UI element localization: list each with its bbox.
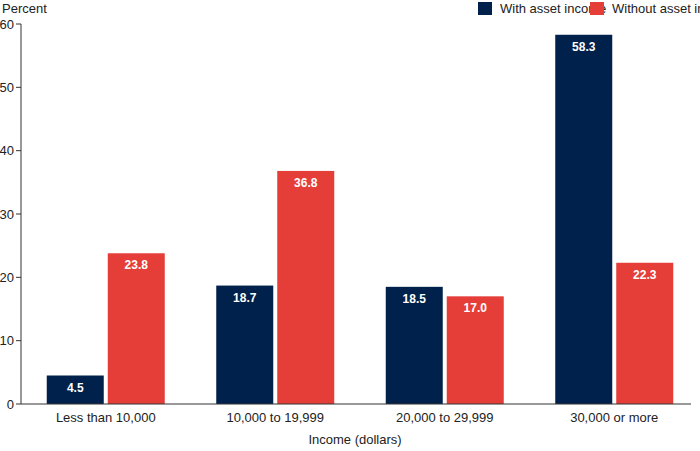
data-label: 4.5 xyxy=(67,381,84,395)
y-tick xyxy=(16,277,21,278)
y-tick xyxy=(16,150,21,151)
y-tick xyxy=(16,24,21,25)
x-tick-label: 10,000 to 19,999 xyxy=(226,410,324,425)
y-axis-title: Percent xyxy=(2,1,47,16)
legend: With asset income Without asset income xyxy=(478,1,700,16)
bar xyxy=(616,263,673,404)
x-axis xyxy=(21,404,691,405)
y-tick xyxy=(16,87,21,88)
x-axis-title: Income (dollars) xyxy=(308,432,401,447)
y-tick xyxy=(16,404,21,405)
y-axis xyxy=(21,24,22,404)
y-tick-label: 50 xyxy=(0,80,14,95)
legend-swatch xyxy=(478,2,492,15)
legend-label: Without asset income xyxy=(612,1,700,16)
data-label: 18.5 xyxy=(403,292,427,306)
bar xyxy=(47,376,104,405)
y-tick xyxy=(16,214,21,215)
y-tick-label: 0 xyxy=(7,397,14,412)
bar xyxy=(447,296,504,404)
y-tick-label: 20 xyxy=(0,270,14,285)
bars xyxy=(47,35,674,404)
bar xyxy=(216,286,273,404)
x-tick-label: 30,000 or more xyxy=(570,410,658,425)
y-tick xyxy=(16,340,21,341)
data-label: 23.8 xyxy=(125,258,149,272)
y-tick-label: 10 xyxy=(0,333,14,348)
y-tick-label: 60 xyxy=(0,17,14,32)
data-labels: 4.5 18.7 18.5 58.3 23.8 36.8 17.0 22.3 xyxy=(67,40,657,395)
bar xyxy=(386,287,443,404)
bar xyxy=(555,35,612,404)
y-tick-label: 30 xyxy=(0,207,14,222)
data-label: 36.8 xyxy=(294,176,318,190)
data-label: 58.3 xyxy=(572,40,596,54)
bar xyxy=(108,253,165,404)
x-tick-label: 20,000 to 29,999 xyxy=(396,410,494,425)
bar xyxy=(277,171,334,404)
data-label: 22.3 xyxy=(633,268,657,282)
data-label: 18.7 xyxy=(233,291,257,305)
legend-label: With asset income xyxy=(500,1,606,16)
x-tick-label: Less than 10,000 xyxy=(56,410,156,425)
y-tick-label: 40 xyxy=(0,143,14,158)
data-label: 17.0 xyxy=(464,301,488,315)
chart: 0 10 20 30 40 50 60 4.5 18.7 18.5 58.3 23.8 36.8 17.0… xyxy=(0,0,700,451)
legend-swatch xyxy=(590,2,604,15)
